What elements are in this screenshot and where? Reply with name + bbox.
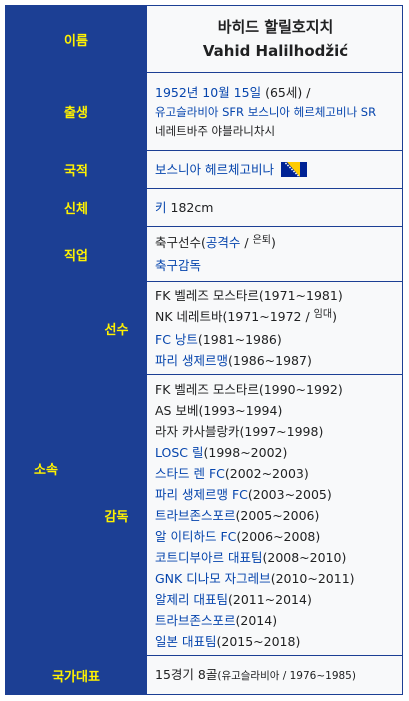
body-header: 신체 [6,189,146,226]
coach-club-years: (1993~1994) [198,402,283,418]
birth-age: (65세) [265,85,303,100]
coach-club-link[interactable]: 일본 대표팀 [155,633,217,649]
coach-club-link[interactable]: 코트디부아르 대표팀 [155,549,263,565]
national-header: 국가대표 [6,656,146,694]
national-caps: 15경기 8골 [155,666,218,682]
birth-header: 출생 [6,73,146,150]
coach-club-years: (2003~2005) [247,486,332,502]
name-header: 이름 [6,6,146,72]
player-club-years: (1971~1972 / [222,309,314,324]
coach-club-link[interactable]: 트라브존스포르 [155,612,236,628]
coach-club-years: (2005~2006) [235,507,320,523]
player-club-row: 파리 생제르맹(1986~1987) [155,350,396,371]
coach-club-row: GNK 디나모 자그레브(2010~2011) [155,568,396,589]
club-coach-header: 감독 [87,375,146,655]
coach-club-years: (2011~2014) [227,591,312,607]
birth-value: 1952년 10월 15일 (65세) / 유고슬라비아 SFR 보스니아 헤르… [147,73,402,150]
player-club-name: NK 네레트바 [155,309,223,324]
national-period: / 1976~1985) [279,669,356,682]
coach-club-row: 스타드 렌 FC(2002~2003) [155,463,396,484]
coach-club-years: (2010~2011) [270,570,355,586]
coach-club-years: (1998~2002) [203,444,288,460]
job-close-paren: ) [270,235,276,250]
coach-club-name: AS 보베 [155,402,199,418]
coach-club-link[interactable]: 파리 생제르맹 FC [155,486,248,502]
infobox: 이름 바히드 할릴호지치 Vahid Halilhodžić 출생 1952년 … [5,5,403,695]
manager-link[interactable]: 축구감독 [155,258,202,273]
coach-club-years: (2002~2003) [224,465,309,481]
job-player-text: 축구선수( [155,235,206,250]
coach-club-years: (1990~1992) [258,381,343,397]
forward-link[interactable]: 공격수 [205,235,241,250]
coach-club-row: 파리 생제르맹 FC(2003~2005) [155,484,396,505]
coach-club-link[interactable]: GNK 디나모 자그레브 [155,570,271,586]
club-header: 소속 [6,282,86,655]
birth-place-link[interactable]: 유고슬라비아 SFR 보스니아 헤르체고비나 SR [155,105,377,119]
coach-club-row: 알 이티하드 FC(2006~2008) [155,526,396,547]
job-separator: / [240,235,253,250]
player-club-name: FK 벨레즈 모스타르 [155,288,259,303]
national-value: 15경기 8골(유고슬라비아 / 1976~1985) [147,656,402,694]
coach-club-link[interactable]: 스타드 렌 FC [155,465,225,481]
name-korean: 바히드 할릴호지치 [217,18,334,36]
retired-note: 은퇴 [252,235,271,246]
player-club-row: NK 네레트바(1971~1972 / 임대) [155,306,396,329]
nationality-link[interactable]: 보스니아 헤르체고비나 [155,162,274,177]
job-value: 축구선수(공격수 / 은퇴) 축구감독 [147,227,402,281]
coach-club-years: (2015~2018) [216,633,301,649]
coach-club-row: 코트디부아르 대표팀(2008~2010) [155,547,396,568]
player-club-row: FK 벨레즈 모스타르(1971~1981) [155,285,396,306]
coach-club-link[interactable]: 트라브존스포르 [155,507,236,523]
coach-club-years: (1997~1998) [239,423,324,439]
player-club-years: (1986~1987) [227,353,312,368]
name-native: Vahid Halilhodžić [202,42,349,60]
player-club-link[interactable]: 파리 생제르맹 [155,353,228,368]
coach-club-years: (2006~2008) [236,528,321,544]
player-club-link[interactable]: FC 낭트 [155,332,198,347]
club-coach-list: FK 벨레즈 모스타르(1990~1992) AS 보베(1993~1994) 라자… [147,375,402,655]
coach-club-row: 라자 카사블랑카(1997~1998) [155,421,396,442]
birth-separator: / [302,85,311,100]
coach-club-row: 트라브존스포르(2005~2006) [155,505,396,526]
height-link[interactable]: 키 [155,200,167,215]
coach-club-row: LOSC 릴(1998~2002) [155,442,396,463]
body-value: 키 182cm [147,189,402,226]
coach-club-name: FK 벨레즈 모스타르 [155,381,259,397]
player-club-years-close: ) [332,309,337,324]
nationality-value: 보스니아 헤르체고비나 [147,151,402,188]
bosnia-flag-icon [280,162,307,177]
national-team-open: (유고슬라비아 [217,669,280,682]
coach-club-years: (2014) [235,612,278,628]
player-club-row: FC 낭트(1981~1986) [155,329,396,350]
birth-place-region: 네레트바주 야블라니차시 [155,124,276,138]
coach-club-link[interactable]: 알 이티하드 FC [155,528,237,544]
coach-club-link[interactable]: LOSC 릴 [155,444,204,460]
birth-date-link[interactable]: 1952년 10월 15일 [155,85,262,100]
coach-club-link[interactable]: 알제리 대표팀 [155,591,228,607]
job-header: 직업 [6,227,146,281]
player-club-years: (1981~1986) [197,332,282,347]
coach-club-row: 트라브존스포르(2014) [155,610,396,631]
club-player-header: 선수 [87,282,146,374]
coach-club-row: 알제리 대표팀(2011~2014) [155,589,396,610]
coach-club-row: FK 벨레즈 모스타르(1990~1992) [155,379,396,400]
coach-club-row: 일본 대표팀(2015~2018) [155,631,396,652]
coach-club-row: AS 보베(1993~1994) [155,400,396,421]
height-value: 182cm [166,200,214,215]
nationality-header: 국적 [6,151,146,188]
player-club-years: (1971~1981) [258,288,343,303]
club-player-list: FK 벨레즈 모스타르(1971~1981) NK 네레트바(1971~1972… [147,282,402,374]
coach-club-years: (2008~2010) [262,549,347,565]
coach-club-name: 라자 카사블랑카 [155,423,240,439]
name-value: 바히드 할릴호지치 Vahid Halilhodžić [147,6,402,72]
loan-note: 임대 [313,309,333,320]
